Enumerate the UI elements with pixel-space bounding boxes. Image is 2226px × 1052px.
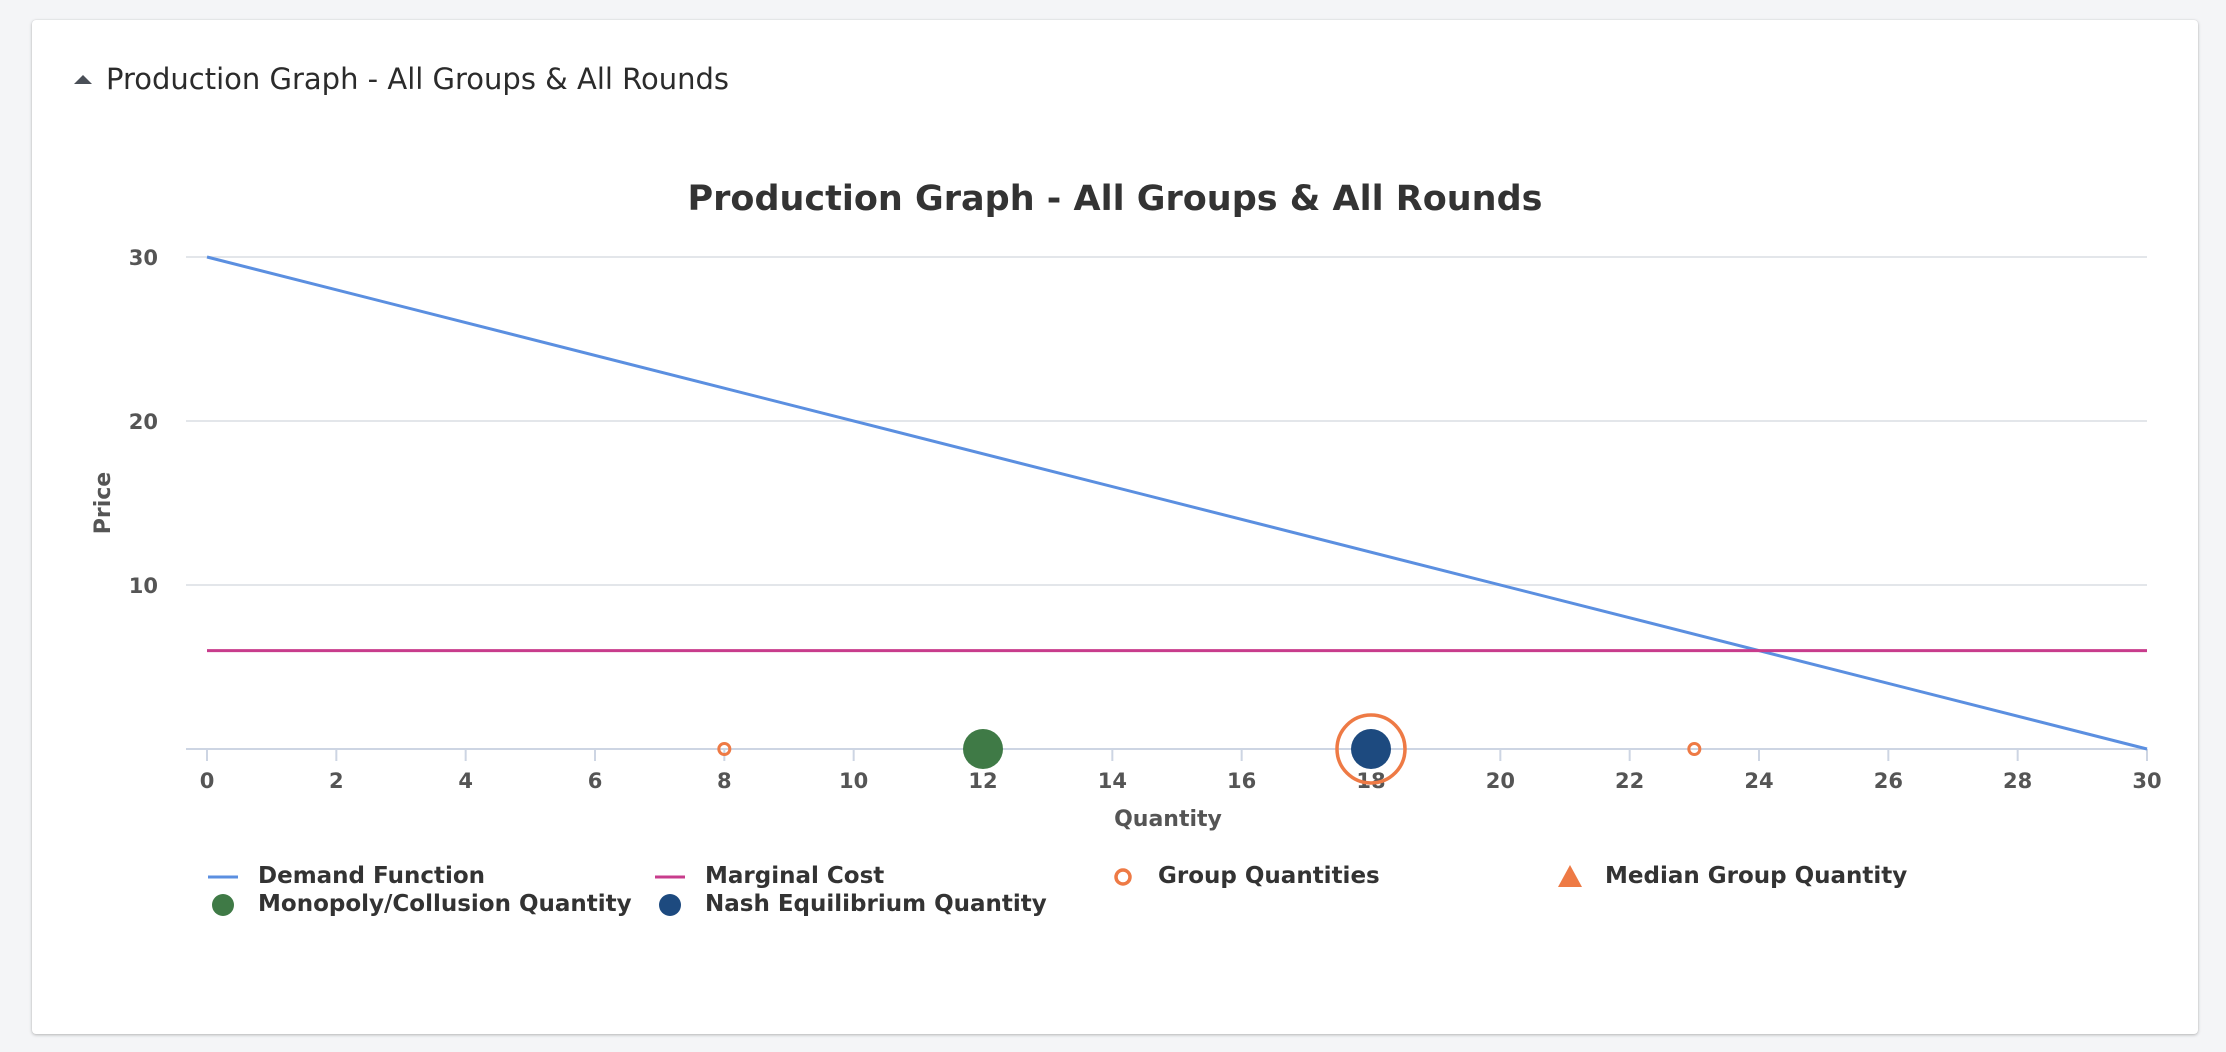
point-nash-equilibrium-quantity [1351, 729, 1391, 769]
legend-item-median-group-quantity[interactable]: Median Group Quantity [1553, 863, 1908, 889]
x-tick-label: 2 [329, 769, 344, 793]
x-tick-label: 20 [1486, 769, 1515, 793]
x-tick-label: 0 [200, 769, 215, 793]
y-tick-label: 20 [129, 410, 158, 434]
legend-label: Marginal Cost [705, 863, 885, 889]
legend-item-nash-equilibrium-quantity[interactable]: Nash Equilibrium Quantity [653, 891, 1106, 917]
legend-item-demand-function[interactable]: Demand Function [206, 863, 653, 889]
x-tick-label: 12 [968, 769, 997, 793]
point-group-quantities [1335, 713, 1407, 785]
legend-item-group-quantities[interactable]: Group Quantities [1106, 863, 1553, 889]
production-graph-panel: Production Graph - All Groups & All Roun… [32, 20, 2198, 1034]
point-monopoly-collusion-quantity [963, 729, 1003, 769]
x-tick-label: 16 [1227, 769, 1256, 793]
chart-legend: Demand Function Marginal Cost Group Quanti… [206, 863, 1908, 917]
x-tick-label: 22 [1615, 769, 1644, 793]
x-tick-label: 4 [458, 769, 473, 793]
y-tick-label: 10 [129, 574, 158, 598]
legend-marker-demand-function [208, 875, 238, 879]
x-tick-label: 14 [1098, 769, 1127, 793]
caret-up-icon[interactable] [72, 71, 94, 87]
legend-label: Median Group Quantity [1605, 863, 1908, 889]
legend-marker-nash-equilibrium-quantity [659, 894, 681, 916]
panel-collapse-toggle[interactable]: Production Graph - All Groups & All Roun… [72, 62, 729, 96]
x-tick-label: 26 [1874, 769, 1903, 793]
chart-title: Production Graph - All Groups & All Roun… [687, 179, 1542, 219]
legend-label: Monopoly/Collusion Quantity [258, 891, 632, 917]
legend-marker-marginal-cost [655, 875, 685, 879]
x-tick-label: 24 [1744, 769, 1773, 793]
y-axis-title: Price [91, 472, 116, 534]
legend-marker-group-quantities [1114, 868, 1132, 886]
panel-title: Production Graph - All Groups & All Roun… [106, 62, 730, 96]
legend-label: Group Quantities [1158, 863, 1380, 889]
x-tick-label: 28 [2003, 769, 2032, 793]
y-tick-label: 30 [129, 246, 158, 270]
legend-marker-median-group-quantity [1558, 865, 1582, 887]
legend-item-monopoly-collusion-quantity[interactable]: Monopoly/Collusion Quantity [206, 891, 653, 917]
x-tick-label: 30 [2132, 769, 2161, 793]
x-axis-title: Quantity [1114, 807, 1222, 832]
x-tick-label: 6 [588, 769, 603, 793]
point-group-quantities [717, 742, 732, 756]
x-tick-label: 8 [717, 769, 732, 793]
legend-label: Nash Equilibrium Quantity [705, 891, 1047, 917]
x-tick-label: 10 [839, 769, 868, 793]
series-line-demand-function [206, 255, 2148, 751]
legend-item-marginal-cost[interactable]: Marginal Cost [653, 863, 1106, 889]
legend-marker-monopoly-collusion-quantity [212, 894, 234, 916]
legend-label: Demand Function [258, 863, 486, 889]
point-group-quantities [1687, 742, 1702, 756]
